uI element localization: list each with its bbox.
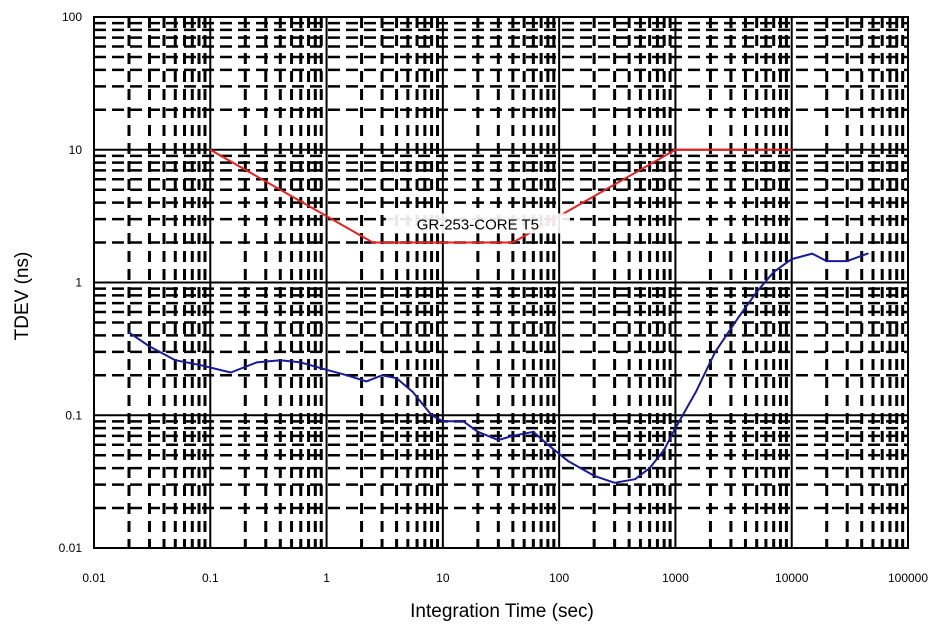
x-tick-label: 100 (549, 571, 569, 585)
y-tick-label: 100 (62, 10, 82, 24)
y-tick-label: 1 (75, 276, 82, 290)
x-tick-label: 10 (436, 571, 450, 585)
x-tick-label: 1 (323, 571, 330, 585)
y-tick-labels: 0.01 0.1 1 10 100 (59, 10, 83, 555)
y-tick-label: 10 (69, 143, 83, 157)
series-line-1 (209, 148, 793, 244)
annotations: GR-253-CORE T5 (385, 213, 570, 234)
minor-gridlines (94, 17, 908, 548)
x-tick-label: 0.1 (202, 571, 219, 585)
x-tick-label: 0.01 (82, 571, 106, 585)
annotation-label: GR-253-CORE T5 (417, 216, 539, 233)
annotation-background (385, 213, 570, 234)
x-axis-label: Integration Time (sec) (410, 601, 594, 622)
y-axis-label: TDEV (ns) (12, 252, 33, 341)
series-layer (128, 148, 869, 484)
x-tick-label: 100000 (888, 571, 928, 585)
series-line-2 (128, 252, 869, 484)
x-tick-label: 10000 (775, 571, 809, 585)
x-tick-labels: 0.01 0.1 1 10 100 1000 10000 100000 (82, 571, 928, 585)
y-tick-label: 0.01 (59, 541, 83, 555)
y-tick-label: 0.1 (65, 408, 82, 422)
x-tick-label: 1000 (662, 571, 689, 585)
